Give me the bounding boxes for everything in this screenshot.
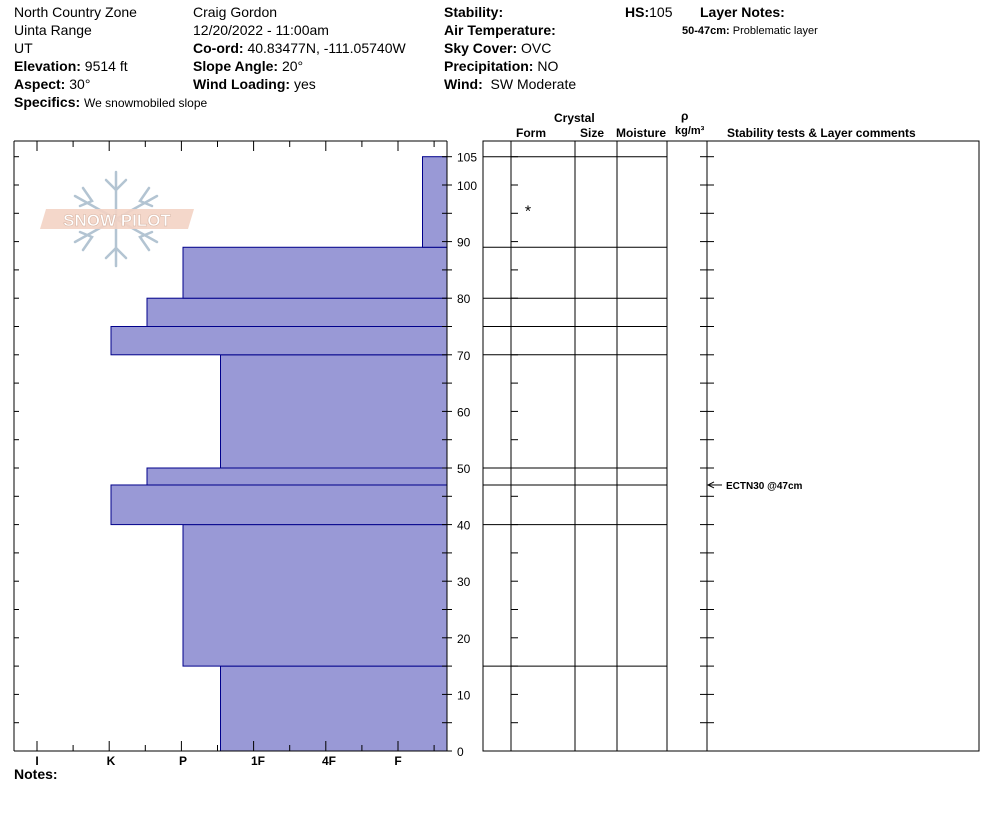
state-name: UT — [14, 40, 33, 56]
precipitation: Precipitation: NO — [444, 58, 558, 74]
form-header: Form — [516, 126, 546, 140]
depth-tick-label: 10 — [457, 688, 471, 702]
sky-label: Sky Cover: — [444, 40, 518, 56]
slope-value: 20° — [281, 58, 304, 74]
hardness-bar — [110, 326, 448, 356]
wind: Wind: SW Moderate — [444, 76, 576, 92]
elevation: Elevation: 9514 ft — [14, 58, 128, 74]
hardness-bar — [220, 665, 448, 752]
precip-label: Precipitation: — [444, 58, 534, 74]
stability-label: Stability: — [444, 4, 504, 20]
obs-datetime: 12/20/2022 - 11:00am — [193, 22, 329, 38]
precip-value: NO — [537, 58, 559, 74]
layer-note-text: Problematic layer — [732, 25, 818, 37]
wind-loading: Wind Loading: yes — [193, 76, 316, 92]
depth-tick-label: 105 — [457, 151, 477, 165]
hardness-bar — [220, 354, 448, 469]
size-header: Size — [580, 126, 605, 140]
specifics-label: Specifics: — [14, 94, 81, 110]
hardness-label: I — [35, 754, 38, 768]
wind-value: SW Moderate — [490, 76, 577, 92]
depth-tick-label: 40 — [457, 519, 471, 533]
crystal-header: Crystal — [554, 111, 595, 125]
observer-name: Craig Gordon — [193, 4, 278, 20]
slope-label: Slope Angle: — [193, 58, 279, 74]
zone-name: North Country Zone — [14, 4, 137, 20]
rho-header: ρ — [681, 109, 689, 123]
depth-tick-label: 20 — [457, 632, 471, 646]
hardness-bar — [182, 524, 448, 667]
elevation-value: 9514 ft — [84, 58, 128, 74]
depth-tick-label: 0 — [457, 745, 464, 759]
layer-notes-label: Layer Notes: — [700, 4, 785, 20]
coord-label: Co-ord: — [193, 40, 244, 56]
depth-tick-label: 30 — [457, 575, 471, 589]
aspect-label: Aspect: — [14, 76, 66, 92]
depth-tick-label: 60 — [457, 405, 471, 419]
hardness-bar — [146, 467, 448, 486]
layer-note-range: 50-47cm: — [682, 25, 730, 37]
notes-label: Notes: — [14, 766, 58, 782]
logo-text: SNOW PILOT — [63, 211, 171, 230]
hardness-label: 1F — [251, 754, 265, 768]
coord-value: 40.83477N, -111.05740W — [247, 40, 406, 56]
hardness-label: F — [394, 754, 401, 768]
arrow-icon — [706, 481, 715, 489]
hardness-bar — [146, 297, 448, 328]
sky-cover: Sky Cover: OVC — [444, 40, 551, 56]
range-name: Uinta Range — [14, 22, 92, 38]
stability-test-label: ECTN30 @47cm — [726, 481, 803, 492]
air-temperature: Air Temperature: — [444, 22, 556, 38]
hardness-label: K — [107, 754, 116, 768]
depth-tick-label: 90 — [457, 236, 471, 250]
wind-loading-label: Wind Loading: — [193, 76, 291, 92]
coordinates: Co-ord: 40.83477N, -111.05740W — [193, 40, 406, 56]
moisture-header: Moisture — [616, 126, 667, 140]
slope-angle: Slope Angle: 20° — [193, 58, 303, 74]
aspect: Aspect: 30° — [14, 76, 90, 92]
specifics: Specifics: We snowmobiled slope — [14, 94, 207, 111]
depth-tick-label: 70 — [457, 349, 471, 363]
snow-height: HS:105 — [625, 4, 672, 20]
specifics-value: We snowmobiled slope — [84, 96, 208, 110]
wind-loading-value: yes — [293, 76, 316, 92]
sky-value: OVC — [521, 40, 552, 56]
hardness-label: P — [179, 754, 187, 768]
hardness-label: 4F — [322, 754, 336, 768]
hardness-bar — [422, 156, 448, 248]
comments-header: Stability tests & Layer comments — [727, 126, 916, 140]
air-temp-label: Air Temperature: — [444, 22, 556, 38]
stability: Stability: — [444, 4, 503, 20]
logo-banner — [40, 209, 194, 229]
layer-note: 50-47cm: Problematic layer — [682, 23, 818, 39]
depth-tick-label: 50 — [457, 462, 471, 476]
depth-tick-label: 80 — [457, 292, 471, 306]
density-unit-header: kg/m³ — [675, 125, 705, 137]
layer-grid-frame — [482, 140, 980, 752]
hs-label: HS: — [625, 4, 650, 20]
crystal-form-symbol: * — [525, 204, 531, 221]
wind-label: Wind: — [444, 76, 483, 92]
aspect-value: 30° — [69, 76, 91, 92]
hardness-bar — [182, 246, 448, 299]
depth-tick-label: 100 — [457, 179, 477, 193]
elevation-label: Elevation: — [14, 58, 81, 74]
hs-value: 105 — [649, 4, 673, 20]
hardness-bar — [110, 484, 448, 526]
